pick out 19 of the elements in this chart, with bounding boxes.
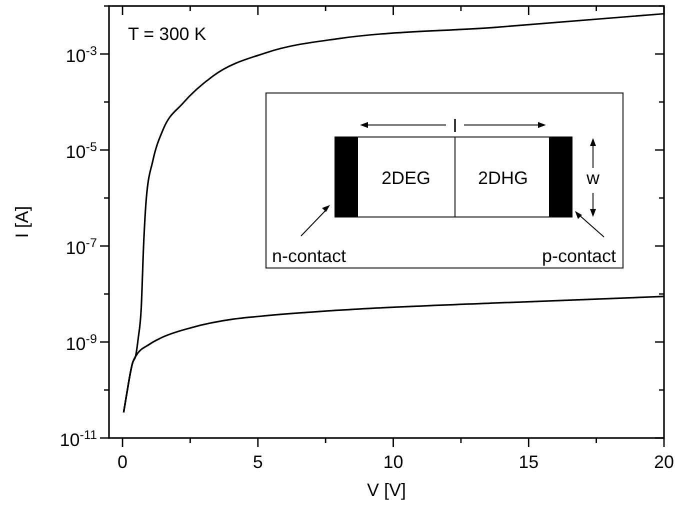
- y-tick-label: 10$^{-3}$: [66, 44, 97, 66]
- x-tick-label: 0: [118, 452, 128, 472]
- x-tick-label: 5: [252, 452, 263, 472]
- y-tick-label: 10$^{-9}$: [66, 332, 97, 354]
- annotation: 2DHG: [478, 168, 528, 188]
- annotation: n-contact: [272, 246, 346, 266]
- annotation: l: [453, 116, 457, 136]
- x-tick-label: 10: [383, 452, 404, 472]
- x-tick-label: 20: [654, 452, 674, 472]
- x-axis-title: V [V]: [366, 480, 406, 500]
- x-tick-label: 15: [518, 452, 539, 472]
- y-tick-label: 10$^{-5}$: [66, 140, 97, 162]
- y-axis-title: I [A]: [12, 206, 32, 238]
- annotation: w: [586, 168, 600, 188]
- annotation: 2DEG: [381, 168, 431, 188]
- annotation: T = 300 K: [128, 24, 206, 44]
- y-tick-label: 10$^{-7}$: [66, 236, 97, 258]
- y-tick-label: 10$^{-11}$: [60, 428, 97, 450]
- annotation: p-contact: [542, 246, 616, 266]
